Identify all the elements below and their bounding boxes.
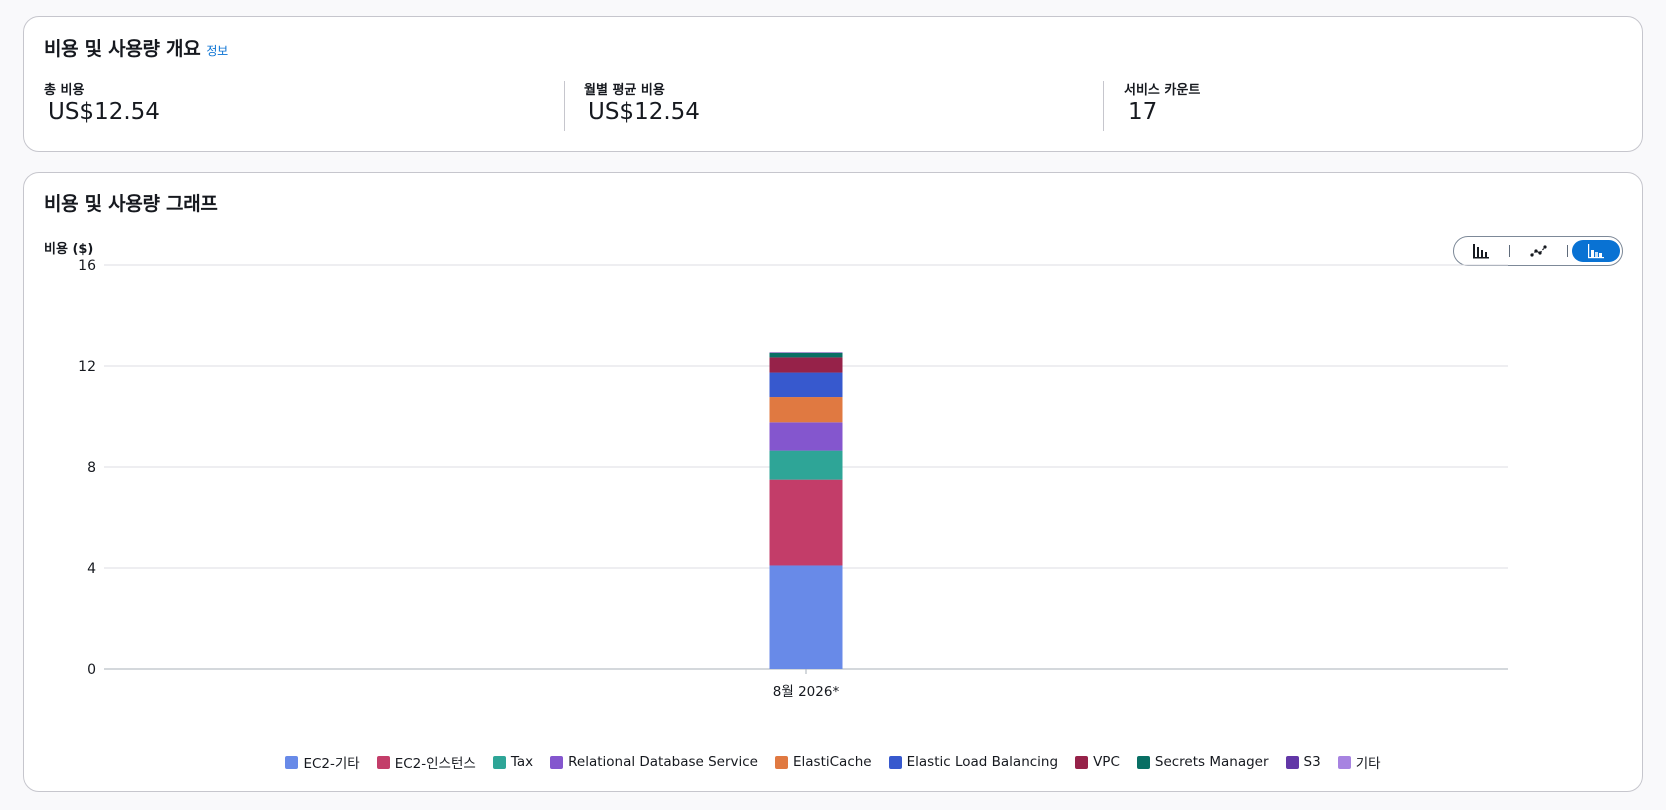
legend-label: S3 [1303, 754, 1321, 770]
legend-swatch [1285, 755, 1299, 769]
stacked-bar-chart-button[interactable] [1572, 240, 1620, 262]
legend-label: Relational Database Service [568, 754, 758, 770]
legend-label: ElastiCache [793, 754, 872, 770]
y-tick-label: 4 [87, 561, 96, 577]
y-tick-label: 0 [87, 662, 96, 678]
legend-label: EC2-인스턴스 [394, 756, 476, 772]
y-tick-label: 8 [87, 460, 96, 476]
y-tick-label: 12 [78, 359, 96, 375]
legend-item[interactable]: ElastiCache [775, 752, 872, 772]
line-chart-icon [1530, 245, 1547, 257]
bar-segment [769, 372, 843, 398]
legend-label: EC2-기타 [303, 756, 360, 772]
bar-segment [769, 352, 843, 358]
legend-item[interactable]: VPC [1075, 752, 1120, 772]
legend-item[interactable]: 기타 [1337, 752, 1381, 772]
bar-segment [769, 565, 843, 669]
legend-label: Secrets Manager [1154, 754, 1269, 770]
legend-item[interactable]: Secrets Manager [1136, 752, 1269, 772]
legend-item[interactable]: Tax [492, 752, 534, 772]
legend-item[interactable]: EC2-기타 [285, 752, 360, 772]
bar-segment [769, 357, 843, 373]
legend-swatch [1075, 755, 1089, 769]
legend-swatch [550, 755, 564, 769]
bar-chart-button[interactable] [1457, 240, 1505, 262]
legend-label: Elastic Load Balancing [906, 754, 1059, 770]
line-chart-button[interactable] [1515, 240, 1563, 262]
stacked-bar-chart: 0 4 8 12 16 8월 2026* [78, 258, 1508, 700]
legend-swatch [285, 755, 299, 769]
cost-usage-graph-panel: 비용 및 사용량 그래프 비용 ($) [23, 172, 1643, 792]
toggle-separator [1567, 245, 1568, 257]
overview-title: 비용 및 사용량 개요 정보 [44, 34, 228, 61]
chart-type-toggle [1453, 236, 1623, 266]
stacked-bar-chart-icon [1588, 244, 1604, 259]
chart-legend: EC2-기타 EC2-인스턴스 Tax Relational Database Ser… [24, 752, 1642, 772]
bar-segment [769, 397, 843, 423]
bar-segment [769, 479, 843, 566]
legend-swatch [492, 755, 506, 769]
legend-label: VPC [1093, 754, 1120, 770]
info-link[interactable]: 정보 [206, 44, 228, 58]
total-cost-label: 총 비용 [44, 83, 85, 98]
legend-label: 기타 [1355, 756, 1381, 772]
bar-chart-icon [1473, 244, 1489, 259]
legend-label: Tax [510, 754, 534, 770]
monthly-average-cost-label: 월별 평균 비용 [584, 83, 665, 98]
legend-swatch [376, 755, 390, 769]
monthly-average-cost-value: US$12.54 [588, 99, 700, 125]
bar-segment [769, 352, 843, 353]
legend-item[interactable]: S3 [1285, 752, 1321, 772]
y-axis-title: 비용 ($) [44, 242, 94, 257]
legend-swatch [1136, 755, 1150, 769]
metric-divider [1103, 81, 1104, 131]
service-count-metric: 서비스 카운트 17 [1104, 79, 1612, 129]
legend-item[interactable]: Relational Database Service [550, 752, 758, 772]
y-tick-label: 16 [78, 258, 96, 274]
bar-segment [769, 422, 843, 451]
bar-segment [769, 450, 843, 480]
total-cost-metric: 총 비용 US$12.54 [24, 79, 532, 129]
legend-swatch [775, 755, 788, 769]
monthly-average-cost-metric: 월별 평균 비용 US$12.54 [564, 79, 1072, 129]
service-count-label: 서비스 카운트 [1124, 83, 1201, 98]
total-cost-value: US$12.54 [48, 99, 160, 125]
metric-divider [564, 81, 565, 131]
legend-swatch [888, 755, 902, 769]
legend-swatch [1337, 755, 1351, 769]
toggle-separator [1509, 245, 1510, 257]
cost-usage-overview-panel: 비용 및 사용량 개요 정보 총 비용 US$12.54 월별 평균 비용 US$… [23, 16, 1643, 152]
overview-title-text: 비용 및 사용량 개요 [44, 38, 201, 60]
service-count-value: 17 [1128, 99, 1158, 125]
legend-item[interactable]: EC2-인스턴스 [376, 752, 476, 772]
graph-title: 비용 및 사용량 그래프 [44, 193, 218, 215]
legend-item[interactable]: Elastic Load Balancing [888, 752, 1059, 772]
x-tick-label: 8월 2026* [773, 684, 840, 700]
